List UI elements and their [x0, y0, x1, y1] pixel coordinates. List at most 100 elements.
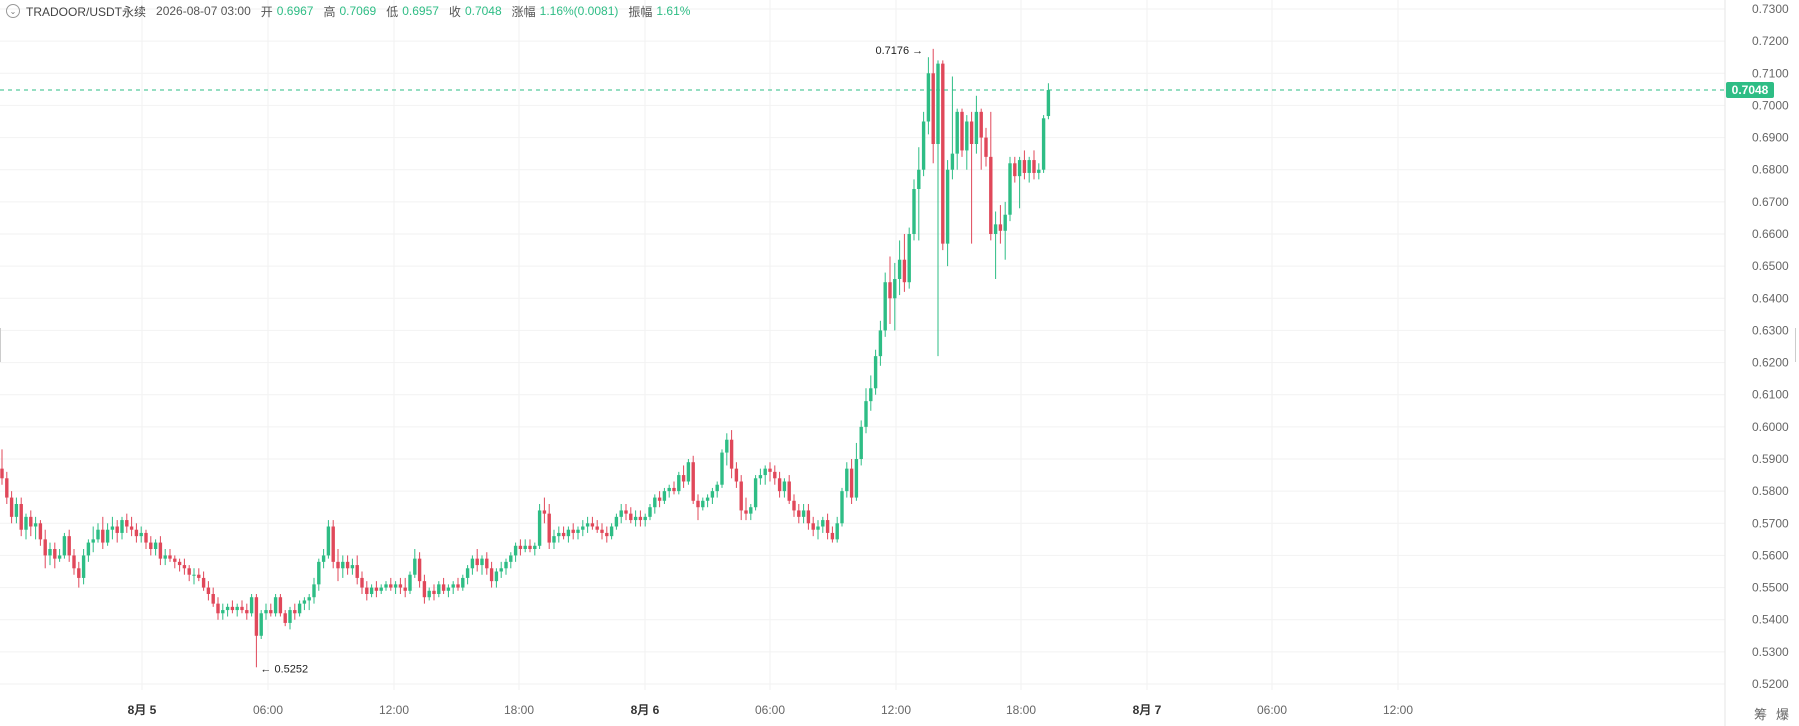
candle-body — [211, 594, 215, 604]
x-tick-label: 12:00 — [379, 703, 409, 717]
candle-body — [336, 561, 340, 569]
candle-body — [537, 510, 542, 546]
y-tick-label: 0.5500 — [1752, 581, 1789, 595]
candle-body — [14, 504, 19, 517]
candle-body — [206, 587, 211, 594]
candle-body — [504, 561, 508, 569]
candle-body — [854, 459, 859, 498]
candle-body — [547, 513, 551, 543]
chevron-down-icon[interactable]: ⌄ — [6, 4, 20, 18]
candle-body — [369, 587, 374, 594]
candle-body — [403, 587, 407, 591]
candle-body — [528, 545, 532, 549]
x-tick-label: 06:00 — [1257, 703, 1287, 717]
amplitude-label: 振幅 — [628, 4, 653, 19]
change-label: 涨幅 — [511, 4, 536, 19]
chip-button[interactable]: 筹 — [1754, 707, 1768, 722]
candle-body — [398, 584, 403, 588]
candle-body — [941, 63, 945, 244]
candle-body — [662, 491, 667, 501]
y-tick-label: 0.6900 — [1752, 131, 1789, 145]
candle-body — [777, 478, 782, 492]
candle-body — [417, 558, 422, 582]
candle-body — [144, 532, 148, 543]
candle-body — [470, 558, 475, 569]
candle-body — [302, 600, 307, 604]
candle-body — [393, 584, 398, 588]
candle-body — [249, 597, 254, 614]
candle-body — [1037, 169, 1041, 173]
candle-body — [33, 523, 38, 527]
candle-body — [201, 577, 206, 588]
candle-body — [1041, 118, 1046, 170]
candle-body — [720, 452, 724, 485]
candle-body — [91, 539, 95, 543]
candle-body — [5, 478, 9, 498]
candle-body — [465, 568, 470, 578]
candle-body — [902, 259, 907, 283]
candle-body — [657, 497, 662, 501]
candle-body — [955, 111, 959, 154]
candle-body — [110, 526, 115, 530]
candle-body — [936, 63, 940, 145]
candle-body — [360, 577, 364, 588]
candle-body — [523, 545, 527, 549]
candle-body — [811, 523, 815, 530]
close-label: 收 — [448, 4, 461, 19]
candle-body — [77, 568, 81, 578]
x-tick-label: 06:00 — [755, 703, 785, 717]
high-label: 高 — [323, 4, 336, 19]
high-annotation: 0.7176 → — [875, 45, 923, 57]
amplitude-value: 1.61% — [656, 4, 691, 18]
burst-button[interactable]: 爆 — [1776, 707, 1790, 722]
candle-body — [691, 462, 695, 501]
candle-body — [590, 523, 595, 527]
right-resize-handle[interactable] — [1795, 328, 1799, 362]
candle-body — [681, 475, 686, 482]
candle-timestamp: 2026-08-07 03:00 — [156, 4, 251, 18]
candle-body — [576, 529, 580, 533]
y-tick-label: 0.5900 — [1752, 452, 1789, 466]
candle-body — [893, 279, 897, 299]
x-tick-label: 12:00 — [881, 703, 911, 717]
candle-body — [619, 510, 623, 517]
y-tick-label: 0.6400 — [1752, 291, 1789, 305]
candle-body — [1017, 160, 1022, 177]
candle-body — [177, 561, 182, 566]
candle-body — [629, 513, 633, 521]
candle-body — [600, 529, 604, 533]
symbol-label[interactable]: TRADOOR/USDT永续 — [26, 4, 147, 19]
candle-body — [24, 516, 28, 530]
y-tick-label: 0.7200 — [1752, 34, 1789, 48]
candle-body — [581, 526, 585, 530]
candle-body — [912, 189, 916, 234]
x-tick-label: 12:00 — [1383, 703, 1413, 717]
candle-body — [869, 388, 873, 402]
candle-body — [667, 487, 671, 492]
left-resize-handle[interactable] — [0, 328, 4, 362]
y-tick-label: 0.5200 — [1752, 677, 1789, 691]
candle-body — [365, 587, 369, 594]
candle-body — [816, 526, 820, 530]
candle-body — [758, 475, 763, 479]
candle-body — [331, 526, 335, 562]
x-tick-label: 18:00 — [504, 703, 534, 717]
x-tick-label: 06:00 — [253, 703, 283, 717]
y-tick-label: 0.5600 — [1752, 548, 1789, 562]
candle-body — [806, 510, 811, 524]
candle-body — [437, 584, 441, 594]
candle-body — [422, 581, 427, 598]
candle-body — [513, 545, 518, 556]
change-value: 1.16%(0.0081) — [539, 4, 619, 18]
candle-body — [566, 529, 571, 537]
candle-body — [341, 561, 345, 569]
y-tick-label: 0.6800 — [1752, 163, 1789, 177]
candle-body — [763, 468, 767, 476]
candle-body — [835, 523, 839, 540]
candle-body — [734, 468, 739, 482]
y-tick-label: 0.5400 — [1752, 613, 1789, 627]
candle-body — [293, 610, 297, 614]
candle-body — [129, 526, 134, 530]
candle-body — [269, 610, 273, 614]
